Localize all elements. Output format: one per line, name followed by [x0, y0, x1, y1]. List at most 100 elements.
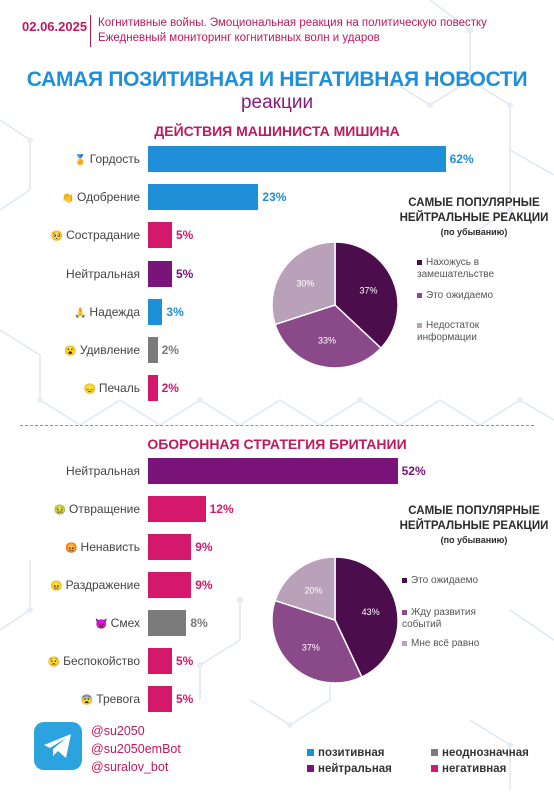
pie-legend-label: Жду развития событий [402, 607, 476, 630]
chart2-title: ОБОРОННАЯ СТРАТЕГИЯ БРИТАНИИ [147, 436, 407, 452]
handle-link-1[interactable]: @su2050 [91, 724, 145, 738]
bar-label: 👏 Одобрение [0, 190, 140, 204]
bar-value-label: 9% [195, 578, 213, 592]
header-divider [90, 15, 91, 47]
pie-slice-label: 37% [360, 285, 378, 295]
bar-label-text: Смех [110, 616, 140, 630]
bar [148, 458, 398, 484]
bar [148, 534, 192, 560]
bar-value-label: 2% [161, 381, 179, 396]
pie-legend-item: Нахожусь в замешательстве [417, 257, 527, 281]
bar-value-label: 2% [161, 343, 179, 357]
bar-value-label: 5% [176, 692, 194, 706]
pie-slice [334, 556, 399, 679]
legend-label: позитивная [318, 747, 385, 759]
bar [148, 184, 259, 211]
bar-label: 🤢 Отвращение [0, 502, 140, 516]
bar-label: 😟 Беспокойство [0, 654, 140, 668]
bar-label: 🙏 Надежда [0, 305, 140, 319]
emoji-icon: 😞 [83, 384, 96, 396]
bar-label-text: Нейтральная [66, 464, 140, 478]
legend-swatch [307, 749, 314, 757]
bar-value-label: 23% [262, 190, 287, 205]
bar-label-text: Нейтральная [66, 266, 140, 281]
bar [148, 572, 192, 598]
pie-legend-label: Это ожидаемо [426, 290, 494, 301]
bar-value-label: 5% [176, 228, 194, 243]
legend-label: нейтральная [318, 763, 392, 775]
bar-label-text: Отвращение [69, 502, 140, 516]
legend-swatch [307, 765, 314, 773]
bar [148, 375, 158, 402]
emoji-icon: 😡 [65, 543, 78, 554]
emoji-icon: 👏 [61, 193, 75, 205]
bar-value-label: 52% [401, 464, 426, 478]
pie-legend-item: Недостаток информации [417, 320, 527, 344]
legend-swatch [402, 577, 407, 583]
emoji-icon: 😠 [50, 581, 63, 592]
legend-item-ambiguous: неоднозначная [431, 747, 529, 759]
pie-slice-label: 33% [318, 336, 336, 346]
bar-value-label: 5% [176, 654, 194, 668]
legend-item-positive: позитивная [307, 747, 384, 759]
bar [148, 337, 158, 363]
pie1-chart: 37% 33% 30% [271, 241, 399, 369]
legend-swatch [417, 322, 422, 328]
bar-value-label: 5% [176, 266, 194, 281]
handle-link-2[interactable]: @su2050emBot [91, 742, 181, 756]
bar-label: 😠 Раздражение [0, 578, 140, 592]
pie-legend-item: Жду развития событий [402, 607, 512, 631]
bar-label: Нейтральная [0, 267, 140, 281]
legend-item-negative: негативная [431, 763, 506, 775]
pie-legend-item: Это ожидаемо [402, 575, 512, 587]
pie1-subtitle: (по убыванию) [440, 227, 508, 237]
bar [148, 146, 446, 172]
legend-label: негативная [442, 763, 507, 775]
bar-label: 😞 Печаль [0, 381, 140, 395]
pie-legend-item: Мне всё равно [402, 638, 512, 650]
bar-label-text: Беспокойство [63, 654, 140, 668]
pie-slice-label: 37% [302, 642, 320, 652]
pie-slice-label: 30% [296, 279, 314, 289]
bar-label: 😡 Ненависть [0, 540, 140, 554]
pie-slice [271, 241, 336, 326]
pie2-title: САМЫЕ ПОПУЛЯРНЫЕ НЕЙТРАЛЬНЫЕ РЕАКЦИИ [399, 505, 549, 532]
pie-legend-label: Недостаток информации [417, 320, 480, 343]
header-subtitle-line1: Когнитивные войны. Эмоциональная реакция… [98, 17, 487, 29]
chart1-title: ДЕЙСТВИЯ МАШИНИСТА МИШИНА [154, 123, 400, 139]
section-divider [20, 425, 534, 426]
bar-label-text: Удивление [79, 343, 140, 357]
bar [148, 496, 206, 522]
emoji-icon: 🙏 [73, 307, 87, 319]
bar-value-label: 62% [449, 152, 474, 166]
bar [148, 222, 172, 249]
bar [148, 260, 172, 287]
pie-legend-item: Это ожидаемо [417, 290, 527, 302]
bar-label: 😨 Тревога [0, 692, 140, 706]
legend-swatch [431, 765, 438, 773]
pie2-chart: 43% 37% 20% [271, 556, 399, 684]
bar-value-label: 12% [209, 502, 234, 516]
pie1-title: САМЫЕ ПОПУЛЯРНЫЕ НЕЙТРАЛЬНЫЕ РЕАКЦИИ [399, 197, 549, 224]
handle-link-3[interactable]: @suralov_bot [91, 760, 169, 774]
telegram-icon [34, 722, 82, 770]
bar-label-text: Гордость [89, 152, 140, 166]
emoji-icon: 😮 [64, 346, 77, 357]
bar-label-text: Тревога [96, 692, 140, 706]
bar-label-text: Раздражение [65, 578, 140, 592]
bar-label: 😮 Удивление [0, 343, 140, 357]
bar [148, 610, 187, 636]
pie-slice [274, 304, 382, 369]
bar-label-text: Надежда [89, 304, 140, 319]
emoji-icon: 😟 [47, 657, 61, 668]
pie-legend-label: Мне всё равно [411, 638, 480, 649]
pie-slice [334, 241, 399, 350]
bar-value-label: 9% [195, 540, 213, 554]
pie2-subtitle: (по убыванию) [440, 535, 508, 545]
page-title: САМАЯ ПОЗИТИВНАЯ И НЕГАТИВНАЯ НОВОСТИ [26, 68, 528, 91]
bar-label: 🥺 Сострадание [0, 228, 140, 242]
header-subtitle-line2: Ежедневный мониторинг когнитивных волн и… [98, 32, 380, 44]
bar-label: 😈 Смех [0, 616, 140, 630]
